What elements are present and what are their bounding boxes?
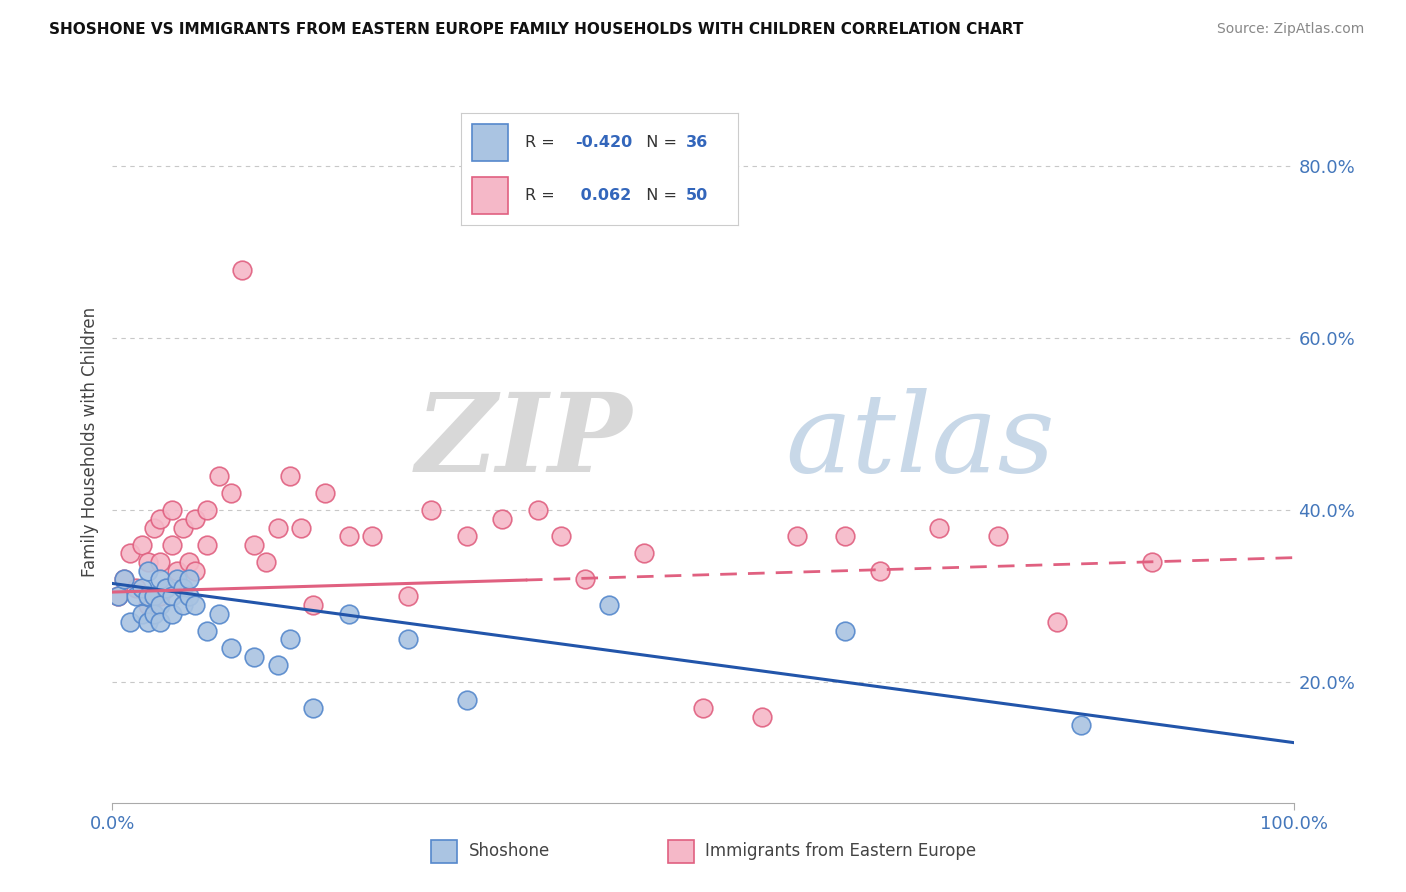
Point [125, 590, 148, 604]
Point [142, 607, 165, 621]
Point [131, 581, 153, 595]
Point [456, 692, 478, 706]
Point [243, 538, 266, 552]
Point [184, 512, 207, 526]
Point [112, 572, 135, 586]
Text: SHOSHONE VS IMMIGRANTS FROM EASTERN EUROPE FAMILY HOUSEHOLDS WITH CHILDREN CORRE: SHOSHONE VS IMMIGRANTS FROM EASTERN EURO… [49, 22, 1024, 37]
Point [290, 520, 312, 534]
Point [692, 701, 714, 715]
Point [598, 598, 620, 612]
Point [208, 469, 231, 483]
Point [149, 512, 172, 526]
Point [166, 572, 188, 586]
Point [195, 624, 218, 638]
Point [928, 520, 950, 534]
Point [125, 581, 148, 595]
Point [107, 590, 129, 604]
Point [219, 486, 242, 500]
Point [155, 581, 177, 595]
Point [267, 658, 290, 673]
Point [550, 529, 572, 543]
Point [136, 564, 159, 578]
Point [160, 538, 183, 552]
Point [184, 598, 207, 612]
Point [195, 538, 218, 552]
Point [160, 503, 183, 517]
Point [420, 503, 443, 517]
Point [149, 590, 172, 604]
Point [337, 529, 360, 543]
Point [120, 615, 142, 630]
Point [172, 581, 194, 595]
Point [120, 546, 142, 560]
Point [633, 546, 655, 560]
Point [136, 590, 159, 604]
Point [267, 520, 290, 534]
Point [149, 555, 172, 569]
Point [149, 598, 172, 612]
Point [278, 632, 301, 647]
Point [302, 701, 325, 715]
Text: atlas: atlas [786, 388, 1056, 495]
Text: Source: ZipAtlas.com: Source: ZipAtlas.com [1216, 22, 1364, 37]
Point [834, 624, 856, 638]
Text: Shoshone: Shoshone [470, 842, 550, 860]
Point [149, 572, 172, 586]
Point [179, 572, 201, 586]
Point [136, 615, 159, 630]
Point [243, 649, 266, 664]
Point [337, 607, 360, 621]
Point [231, 262, 253, 277]
Bar [668, 839, 693, 863]
Point [786, 529, 808, 543]
Point [1140, 555, 1163, 569]
Point [131, 607, 153, 621]
Point [208, 607, 231, 621]
Point [155, 581, 177, 595]
Point [179, 590, 201, 604]
Point [361, 529, 384, 543]
Point [869, 564, 891, 578]
Point [179, 555, 201, 569]
Point [149, 615, 172, 630]
Point [160, 607, 183, 621]
Point [254, 555, 277, 569]
Point [526, 503, 548, 517]
Point [184, 564, 207, 578]
Point [1046, 615, 1069, 630]
Point [314, 486, 336, 500]
Point [574, 572, 596, 586]
Point [160, 590, 183, 604]
Point [172, 520, 194, 534]
Point [278, 469, 301, 483]
Point [172, 598, 194, 612]
Y-axis label: Family Households with Children: Family Households with Children [80, 307, 98, 576]
Point [751, 710, 773, 724]
Point [142, 520, 165, 534]
Point [136, 598, 159, 612]
Point [396, 632, 419, 647]
Point [131, 538, 153, 552]
Point [987, 529, 1010, 543]
Point [136, 555, 159, 569]
Point [107, 590, 129, 604]
Text: ZIP: ZIP [416, 388, 633, 495]
Point [112, 572, 135, 586]
Point [1070, 718, 1092, 732]
Point [195, 503, 218, 517]
Point [142, 590, 165, 604]
Point [834, 529, 856, 543]
Point [302, 598, 325, 612]
Point [396, 590, 419, 604]
Point [456, 529, 478, 543]
Bar [432, 839, 457, 863]
Point [166, 564, 188, 578]
Point [219, 640, 242, 655]
Text: Immigrants from Eastern Europe: Immigrants from Eastern Europe [706, 842, 977, 860]
Point [491, 512, 513, 526]
